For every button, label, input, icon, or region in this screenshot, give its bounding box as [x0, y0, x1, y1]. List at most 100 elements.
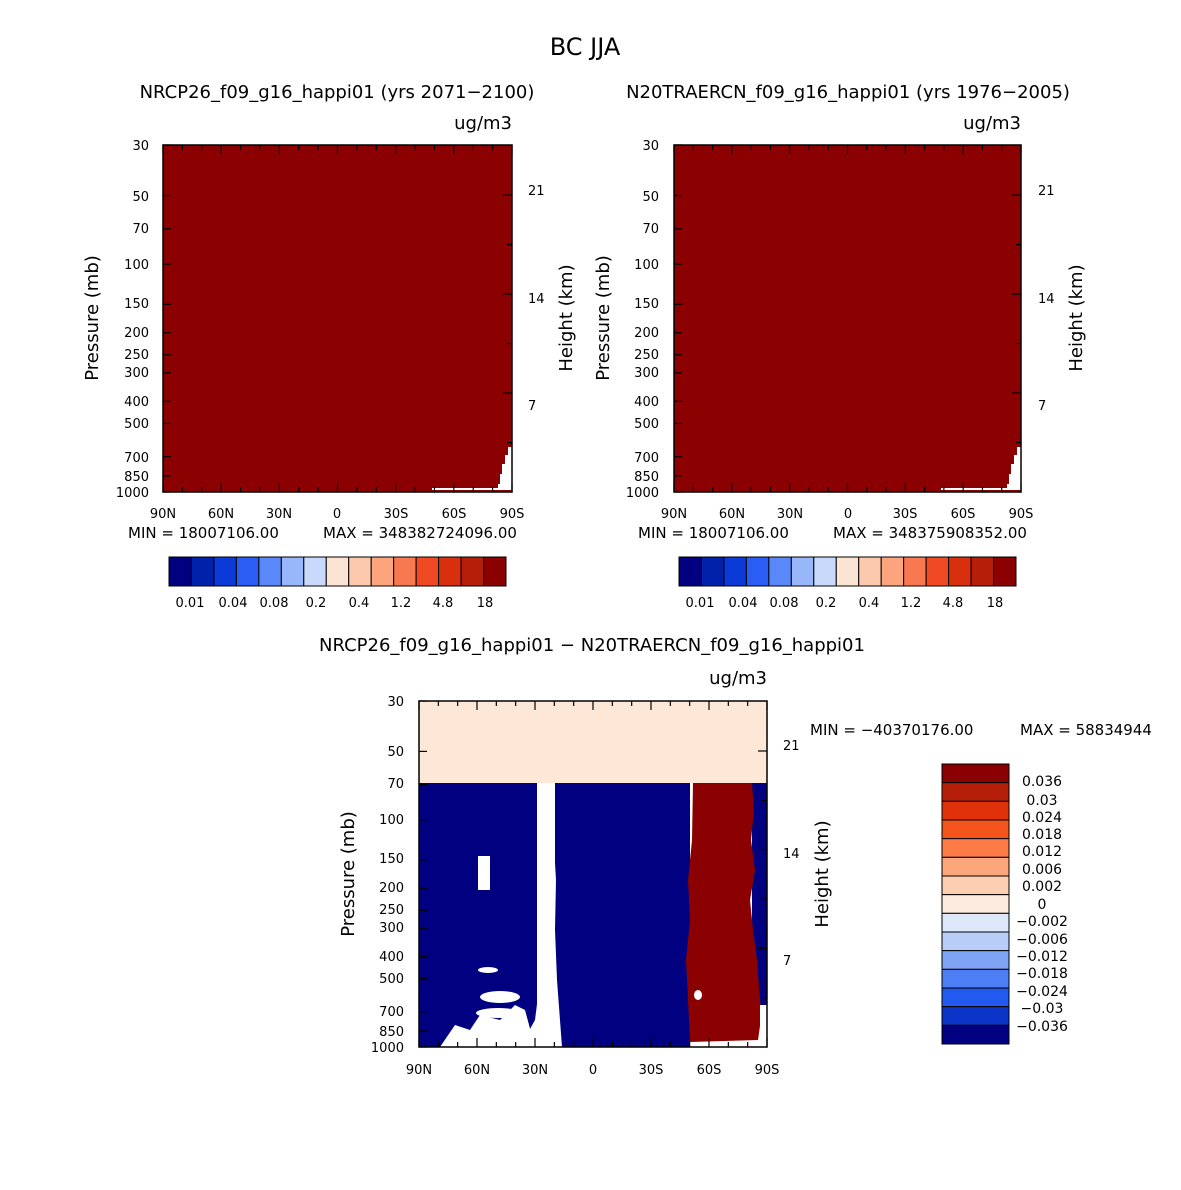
colorbar-swatch: [941, 782, 1010, 802]
y-tick-label: 400: [379, 950, 404, 965]
colorbar-swatch: [723, 556, 747, 587]
colorbar-label: −0.024: [1016, 984, 1068, 1000]
y-tick-label: 30: [387, 695, 404, 710]
y-tick-label: 500: [634, 417, 659, 432]
y-tick-label: 700: [379, 1005, 404, 1020]
y-tick-label: 1000: [371, 1041, 404, 1056]
x-tick-label: 30N: [777, 507, 803, 522]
panel-1-field: [163, 145, 512, 492]
panel-3-title: NRCP26_f09_g16_happi01 − N20TRAERCN_f09_…: [319, 635, 865, 656]
y-tick-label: 300: [634, 366, 659, 381]
x-tick-label: 60S: [697, 1063, 722, 1078]
diff-negative-region-central: [555, 783, 690, 1047]
colorbar-label: 0.04: [219, 596, 248, 611]
colorbar-swatch: [941, 800, 1010, 821]
y-tick-label: 200: [379, 881, 404, 896]
x-tick-label: 60S: [442, 507, 467, 522]
colorbar-swatch: [460, 556, 485, 587]
colorbar-swatch: [941, 875, 1010, 896]
y2-tick-label: 21: [528, 184, 545, 199]
colorbar-label: 1.2: [391, 596, 412, 611]
x-tick-label: 0: [333, 507, 341, 522]
panel-3-colorbar-labels: 0.036 0.03 0.024 0.018 0.012 0.006 0.002…: [1016, 774, 1068, 1035]
colorbar-label: −0.018: [1016, 966, 1068, 982]
colorbar-swatch: [790, 556, 815, 587]
panel-3-plot-area: [418, 700, 768, 1048]
colorbar-swatch: [745, 556, 770, 587]
colorbar-swatch: [948, 556, 972, 587]
x-tick-label: 90S: [1009, 507, 1034, 522]
colorbar-label: 0.002: [1022, 879, 1062, 895]
panel-1: NRCP26_f09_g16_happi01 (yrs 2071−2100) u…: [82, 82, 577, 611]
panel-1-corner-gap: [432, 447, 512, 490]
panel-1-y2label: Height (km): [556, 264, 577, 371]
y-tick-label: 50: [132, 190, 149, 205]
y-tick-label: 70: [642, 222, 659, 237]
colorbar-label: 4.8: [943, 596, 964, 611]
panel-2-y-tick-labels: 30 50 70 100 150 200 250 300 400 500 700…: [626, 139, 659, 501]
panel-2-y2label: Height (km): [1066, 264, 1087, 371]
y-tick-label: 850: [634, 470, 659, 485]
colorbar-swatch: [678, 556, 702, 587]
panel-2: N20TRAERCN_f09_g16_happi01 (yrs 1976−200…: [593, 82, 1087, 611]
diff-gap-patch-2: [480, 991, 520, 1003]
colorbar-swatch: [941, 819, 1010, 840]
colorbar-swatch: [768, 556, 792, 587]
panel-3-x-tick-labels: 90N 60N 30N 0 30S 60S 90S: [406, 1063, 780, 1078]
colorbar-swatch: [813, 556, 837, 587]
y-tick-label: 30: [642, 139, 659, 154]
colorbar-label: 0.01: [686, 596, 715, 611]
y2-tick-label: 14: [1038, 292, 1055, 307]
colorbar-swatch: [970, 556, 995, 587]
y-tick-label: 100: [379, 813, 404, 828]
panel-1-colorbar-labels: 0.01 0.04 0.08 0.2 0.4 1.2 4.8 18: [176, 596, 494, 611]
x-tick-label: 30S: [639, 1063, 664, 1078]
colorbar-label: 0.01: [176, 596, 205, 611]
diff-negative-region-east: [752, 783, 767, 1005]
panel-2-colorbar: [678, 556, 1017, 587]
panel-2-units: ug/m3: [963, 113, 1021, 134]
colorbar-label: −0.006: [1016, 932, 1068, 948]
panel-1-tick-marks: [162, 144, 513, 493]
y2-tick-label: 21: [1038, 184, 1055, 199]
panel-2-y2-tick-labels: 21 14 7: [1038, 184, 1055, 414]
panel-2-plot-area: [673, 144, 1022, 493]
x-tick-label: 60N: [208, 507, 234, 522]
diff-gap-east-corner: [760, 1005, 767, 1047]
panel-3-min-label: MIN = −40370176.00: [810, 721, 973, 739]
colorbar-swatch: [235, 556, 260, 587]
y-tick-label: 150: [634, 297, 659, 312]
panel-1-title: NRCP26_f09_g16_happi01 (yrs 2071−2100): [140, 82, 535, 103]
colorbar-label: −0.036: [1016, 1019, 1068, 1035]
colorbar-swatch: [168, 556, 192, 587]
panel-3-y-tick-labels: 30 50 70 100 150 200 250 300 400 500 700…: [371, 695, 404, 1056]
x-tick-label: 60N: [464, 1063, 490, 1078]
panel-2-x-tick-labels: 90N 60N 30N 0 30S 60S 90S: [661, 507, 1034, 522]
y2-tick-label: 7: [528, 399, 536, 414]
colorbar-swatch: [941, 763, 1010, 784]
y2-tick-label: 14: [783, 847, 800, 862]
y-tick-label: 700: [124, 451, 149, 466]
colorbar-label: 0.024: [1022, 810, 1062, 826]
y2-tick-label: 7: [1038, 399, 1046, 414]
x-tick-label: 30N: [522, 1063, 548, 1078]
x-tick-label: 90N: [406, 1063, 432, 1078]
diff-gap-patch-4: [478, 967, 498, 973]
colorbar-label: 0.006: [1022, 862, 1062, 878]
panel-3-colorbar: [941, 763, 1010, 1045]
colorbar-label: 0: [1038, 897, 1047, 913]
panel-3-y2label: Height (km): [812, 820, 833, 927]
diff-gap-patch-1: [478, 856, 490, 890]
y-tick-label: 850: [379, 1025, 404, 1040]
y-tick-label: 1000: [116, 486, 149, 501]
colorbar-label: 0.2: [816, 596, 837, 611]
panel-2-tick-marks: [673, 144, 1022, 493]
diff-positive-region: [686, 783, 762, 1042]
y-tick-label: 300: [379, 921, 404, 936]
colorbar-swatch: [941, 1006, 1010, 1026]
y-tick-label: 500: [379, 972, 404, 987]
y-tick-label: 500: [124, 417, 149, 432]
colorbar-swatch: [941, 894, 1010, 914]
colorbar-swatch: [190, 556, 215, 587]
